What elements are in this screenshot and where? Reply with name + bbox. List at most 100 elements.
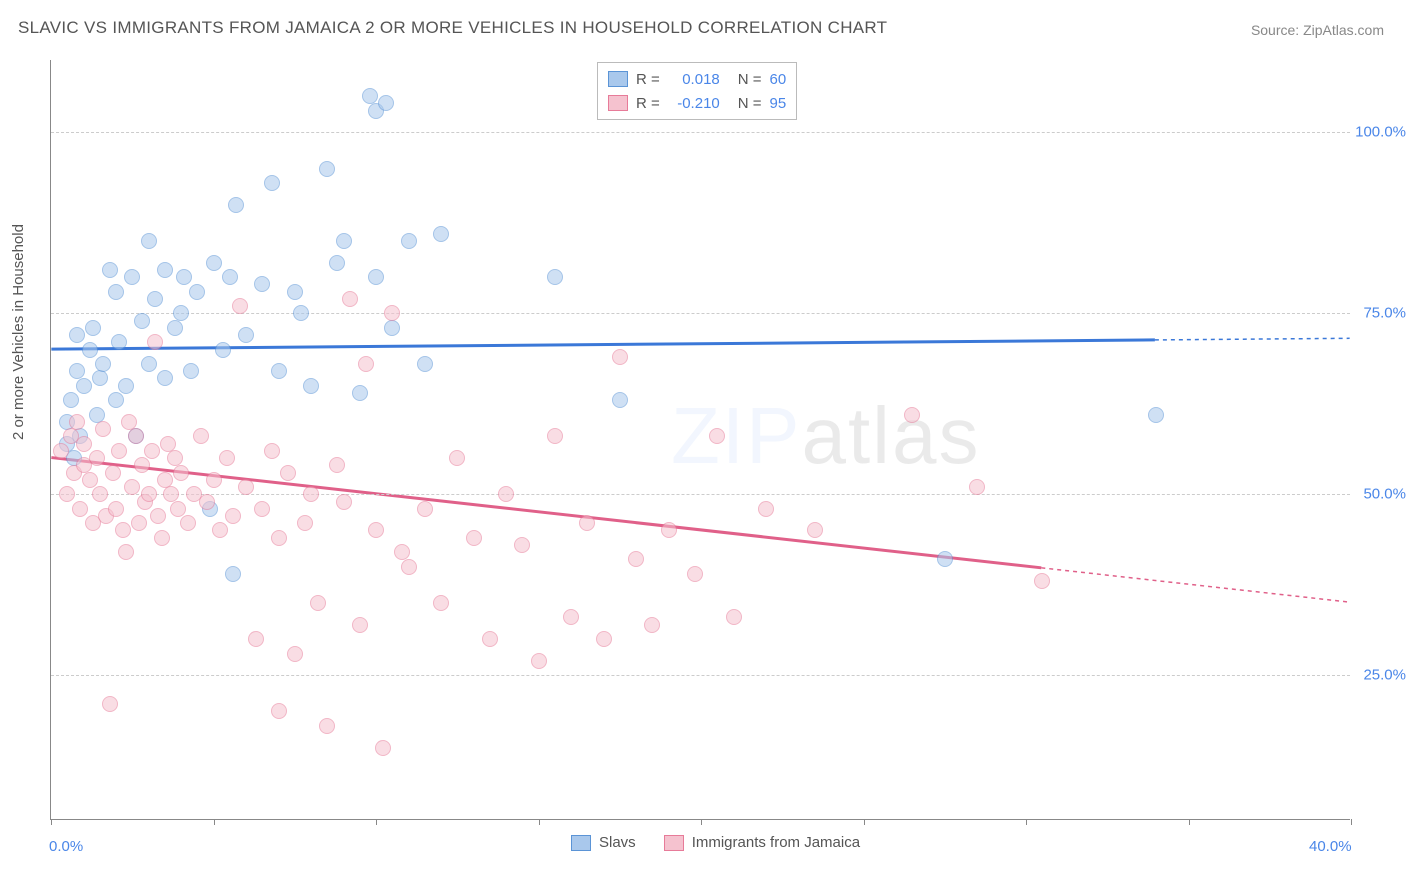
data-point — [336, 494, 352, 510]
data-point — [69, 414, 85, 430]
data-point — [219, 450, 235, 466]
data-point — [514, 537, 530, 553]
data-point — [368, 522, 384, 538]
legend-n-value: 95 — [770, 95, 787, 112]
data-point — [336, 233, 352, 249]
data-point — [180, 515, 196, 531]
data-point — [173, 465, 189, 481]
data-point — [228, 197, 244, 213]
data-point — [352, 385, 368, 401]
legend-swatch — [608, 71, 628, 87]
data-point — [92, 486, 108, 502]
legend-r-label: R = — [636, 95, 660, 112]
data-point — [206, 255, 222, 271]
data-point — [384, 305, 400, 321]
data-point — [157, 370, 173, 386]
data-point — [904, 407, 920, 423]
series-name: Immigrants from Jamaica — [692, 834, 860, 851]
x-tick — [539, 819, 540, 825]
data-point — [297, 515, 313, 531]
x-tick — [214, 819, 215, 825]
x-tick — [701, 819, 702, 825]
data-point — [417, 356, 433, 372]
data-point — [248, 631, 264, 647]
data-point — [134, 313, 150, 329]
data-point — [222, 269, 238, 285]
legend-swatch — [664, 835, 684, 851]
data-point — [375, 740, 391, 756]
data-point — [154, 530, 170, 546]
plot-area: ZIPatlas R =0.018N =60R =-0.210N =95 Sla… — [50, 60, 1350, 820]
data-point — [303, 486, 319, 502]
series-legend: SlavsImmigrants from Jamaica — [571, 834, 860, 851]
data-point — [193, 428, 209, 444]
data-point — [63, 392, 79, 408]
y-tick-label: 75.0% — [1354, 305, 1406, 322]
legend-row: R =0.018N =60 — [608, 67, 786, 91]
data-point — [118, 378, 134, 394]
data-point — [661, 522, 677, 538]
legend-swatch — [608, 95, 628, 111]
data-point — [726, 609, 742, 625]
data-point — [131, 515, 147, 531]
data-point — [82, 472, 98, 488]
data-point — [115, 522, 131, 538]
data-point — [547, 428, 563, 444]
legend-n-value: 60 — [770, 71, 787, 88]
data-point — [358, 356, 374, 372]
data-point — [215, 342, 231, 358]
data-point — [287, 284, 303, 300]
data-point — [189, 284, 205, 300]
data-point — [1034, 573, 1050, 589]
data-point — [95, 421, 111, 437]
data-point — [176, 269, 192, 285]
data-point — [264, 443, 280, 459]
data-point — [271, 703, 287, 719]
data-point — [102, 696, 118, 712]
data-point — [147, 334, 163, 350]
data-point — [141, 486, 157, 502]
data-point — [76, 378, 92, 394]
y-tick-label: 100.0% — [1354, 124, 1406, 141]
x-tick-label: 0.0% — [49, 838, 83, 855]
data-point — [807, 522, 823, 538]
data-point — [293, 305, 309, 321]
y-axis-label: 2 or more Vehicles in Household — [10, 224, 27, 440]
data-point — [612, 349, 628, 365]
data-point — [563, 609, 579, 625]
y-tick-label: 50.0% — [1354, 486, 1406, 503]
data-point — [342, 291, 358, 307]
data-point — [303, 378, 319, 394]
data-point — [758, 501, 774, 517]
y-tick-label: 25.0% — [1354, 667, 1406, 684]
data-point — [709, 428, 725, 444]
data-point — [937, 551, 953, 567]
data-point — [212, 522, 228, 538]
data-point — [329, 255, 345, 271]
data-point — [531, 653, 547, 669]
data-point — [384, 320, 400, 336]
data-point — [254, 276, 270, 292]
data-point — [352, 617, 368, 633]
series-legend-item: Immigrants from Jamaica — [664, 834, 860, 851]
data-point — [238, 327, 254, 343]
legend-n-label: N = — [738, 71, 762, 88]
data-point — [150, 508, 166, 524]
data-point — [254, 501, 270, 517]
data-point — [206, 472, 222, 488]
correlation-legend: R =0.018N =60R =-0.210N =95 — [597, 62, 797, 120]
data-point — [378, 95, 394, 111]
data-point — [280, 465, 296, 481]
data-point — [329, 457, 345, 473]
data-point — [628, 551, 644, 567]
data-point — [69, 327, 85, 343]
data-point — [449, 450, 465, 466]
data-point — [147, 291, 163, 307]
data-point — [225, 508, 241, 524]
data-point — [111, 443, 127, 459]
data-point — [89, 450, 105, 466]
data-point — [238, 479, 254, 495]
data-point — [969, 479, 985, 495]
data-point — [547, 269, 563, 285]
data-point — [85, 320, 101, 336]
